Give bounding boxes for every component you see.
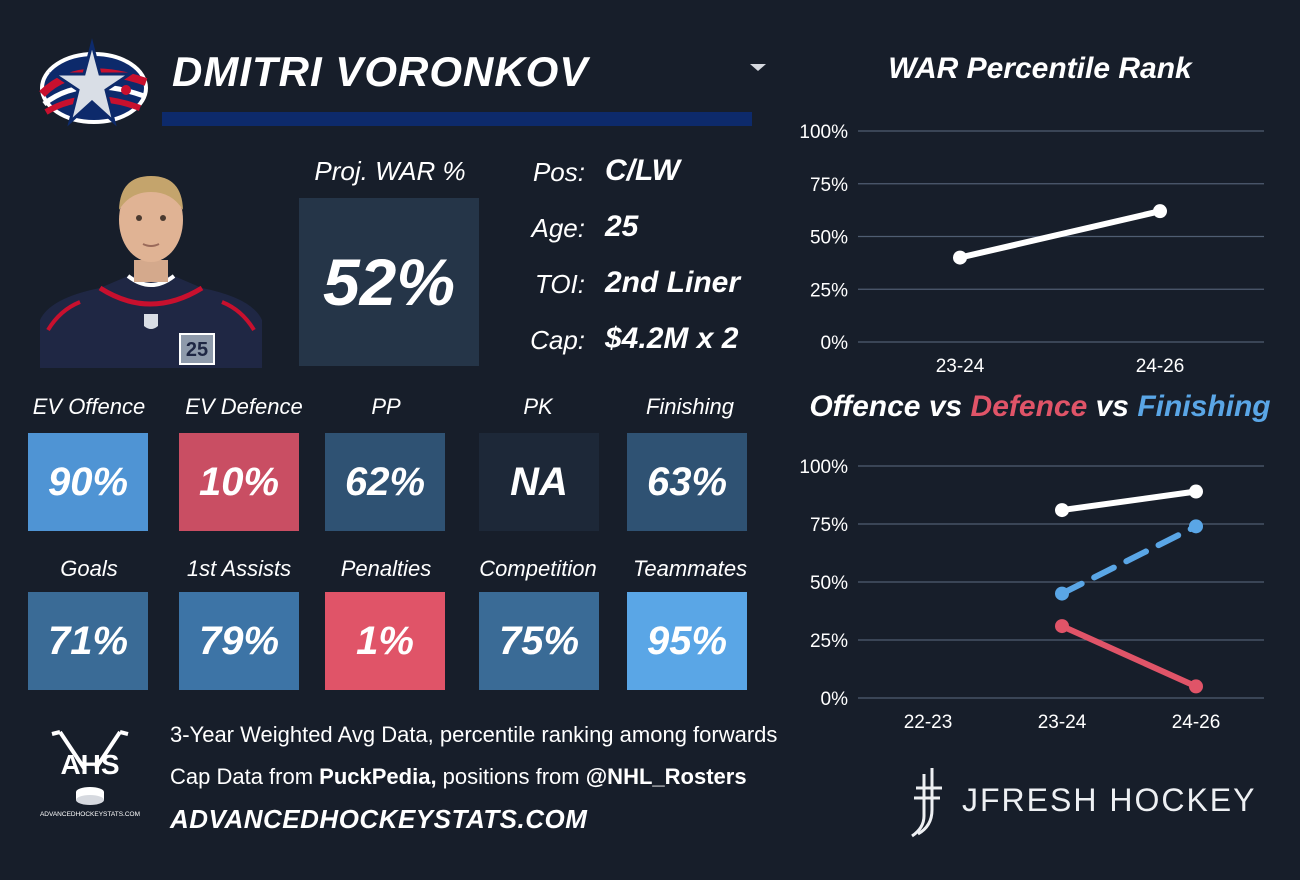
data-point [953, 250, 967, 265]
pos-label: Pos: [532, 157, 585, 187]
finishing-label: Finishing [645, 394, 735, 419]
data-point [1055, 619, 1069, 634]
x-tick-label: 24-26 [1172, 712, 1221, 733]
penalties-label: Penalties [340, 556, 432, 581]
y-tick-label: 0% [821, 689, 849, 710]
footer-line-2-mid: positions from [436, 764, 586, 789]
cap-value: $4.2M x 2 [605, 322, 739, 355]
proj-war-box: 52% [299, 198, 479, 366]
competition-tile: 75% [479, 592, 599, 690]
competition-value: 75% [498, 618, 580, 663]
series-line [957, 208, 1163, 261]
player-dropdown-caret-icon[interactable] [750, 64, 766, 71]
pp-label: PP [371, 394, 401, 419]
war-percentile-chart: 0% 25% 50% 75% 100% 23-24 24-26 [799, 122, 1264, 377]
pk-value: NA [510, 459, 568, 504]
first-assists-label: 1st Assists [186, 556, 292, 581]
title-offence: Offence [809, 390, 921, 423]
ev-offence-value: 90% [47, 459, 129, 504]
finishing-value: 63% [646, 459, 728, 504]
pos-value: C/LW [605, 154, 680, 187]
y-tick-label: 25% [810, 631, 848, 652]
y-tick-label: 75% [810, 515, 848, 536]
competition-label: Competition [479, 556, 597, 581]
proj-war-label: Proj. WAR % [314, 156, 466, 186]
teammates-label: Teammates [632, 556, 748, 581]
footer-line-2: Cap Data from PuckPedia, positions from … [170, 764, 747, 790]
x-tick-label: 22-23 [904, 712, 953, 733]
finishing-tile: 63% [627, 433, 747, 531]
ev-defence-value: 10% [198, 459, 280, 504]
first-assists-tile: 79% [179, 592, 299, 690]
y-tick-label: 50% [810, 573, 848, 594]
name-underline-bar [162, 112, 752, 126]
jersey-number: 25 [186, 339, 208, 361]
goals-label: Goals [60, 556, 118, 581]
y-tick-label: 75% [810, 175, 848, 196]
cap-label: Cap: [530, 325, 585, 355]
ev-offence-tile: 90% [28, 433, 148, 531]
x-tick-label: 23-24 [936, 356, 985, 377]
data-point [1189, 679, 1203, 694]
offence-defence-finishing-chart-title: Offence vs Defence vs Finishing [790, 390, 1290, 424]
title-vs-2: vs [1087, 390, 1138, 423]
goals-tile: 71% [28, 592, 148, 690]
y-tick-label: 25% [810, 280, 848, 301]
ahs-logo-text: AHS [60, 749, 119, 780]
data-point [1153, 204, 1167, 219]
series-line [1059, 488, 1199, 514]
x-tick-label: 23-24 [1038, 712, 1087, 733]
toi-label: TOI: [534, 269, 585, 299]
data-point [1055, 586, 1069, 601]
title-finishing: Finishing [1137, 390, 1271, 423]
war-chart-title: WAR Percentile Rank [888, 52, 1192, 85]
series-line [1059, 523, 1199, 597]
ahs-logo: AHS ADVANCEDHOCKEYSTATS.COM [40, 730, 140, 818]
y-tick-label: 50% [810, 228, 848, 249]
age-value: 25 [605, 210, 639, 243]
first-assists-value: 79% [198, 618, 280, 663]
teammates-value: 95% [646, 618, 728, 663]
player-name: DMITRI VORONKOV [172, 48, 589, 95]
site-url: ADVANCEDHOCKEYSTATS.COM [170, 804, 588, 834]
y-tick-label: 100% [799, 122, 848, 143]
ev-defence-tile: 10% [179, 433, 299, 531]
ev-offence-label: EV Offence [32, 394, 146, 419]
data-point [1189, 484, 1203, 499]
ev-defence-label: EV Defence [185, 394, 303, 419]
title-vs-1: vs [920, 390, 971, 423]
data-point [1055, 503, 1069, 518]
jfresh-hockey-brand: JFRESH HOCKEY [962, 782, 1257, 818]
footer-line-1: 3-Year Weighted Avg Data, percentile ran… [170, 722, 778, 747]
jfresh-logo-mark-icon [911, 768, 942, 838]
pk-tile: NA [479, 433, 599, 531]
proj-war-value: 52% [322, 245, 456, 319]
x-tick-label: 24-26 [1136, 356, 1185, 377]
team-logo [39, 38, 148, 127]
nhl-rosters-link: @NHL_Rosters [585, 764, 747, 789]
y-tick-label: 0% [821, 333, 849, 354]
player-photo: 25 [40, 176, 262, 368]
title-defence: Defence [970, 390, 1088, 423]
toi-value: 2nd Liner [605, 266, 741, 299]
pp-value: 62% [344, 459, 426, 504]
footer-line-2-pre: Cap Data from [170, 764, 320, 789]
penalties-value: 1% [356, 618, 414, 663]
pp-tile: 62% [325, 433, 445, 531]
puckpedia-link: PuckPedia, [319, 764, 437, 789]
goals-value: 71% [47, 618, 129, 663]
data-point [1189, 519, 1203, 534]
teammates-tile: 95% [627, 592, 747, 690]
series-line [1059, 623, 1199, 690]
penalties-tile: 1% [325, 592, 445, 690]
pk-label: PK [523, 394, 553, 419]
age-label: Age: [531, 213, 586, 243]
ahs-logo-small-text: ADVANCEDHOCKEYSTATS.COM [40, 811, 140, 818]
offence-defence-finishing-chart: 0% 25% 50% 75% 100% 22-23 23-24 24-26 [799, 457, 1264, 733]
y-tick-label: 100% [799, 457, 848, 478]
